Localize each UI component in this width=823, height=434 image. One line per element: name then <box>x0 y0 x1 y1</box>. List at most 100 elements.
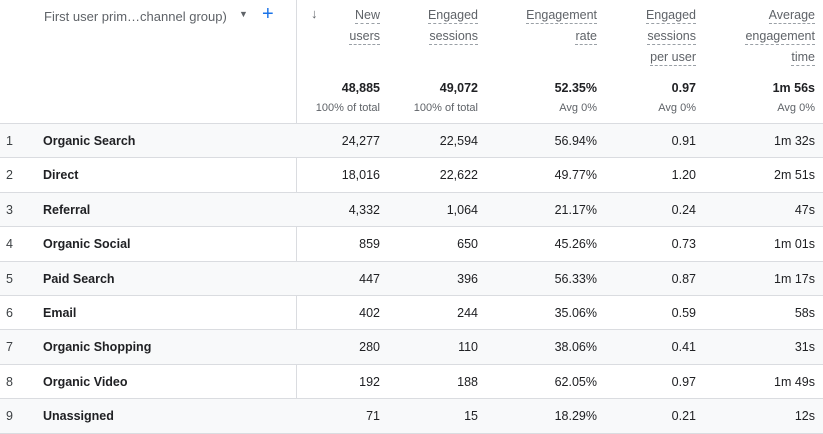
channel-name: Organic Search <box>43 134 136 148</box>
cell-value: 0.97 <box>671 374 696 389</box>
cell-value: 1m 49s <box>774 374 815 389</box>
cell-value: 0.24 <box>671 202 696 217</box>
column-header-line: time <box>791 50 815 66</box>
cell-value: 15 <box>464 409 478 424</box>
cell-value: 650 <box>457 237 478 252</box>
column-total: 48,885 <box>341 81 380 95</box>
column-header[interactable]: Average engagement time <box>745 6 815 69</box>
row-index: 5 <box>6 271 13 286</box>
cell-value: 2m 51s <box>774 168 815 183</box>
column-total: 1m 56s <box>772 81 815 95</box>
row-index: 3 <box>6 202 13 217</box>
cell-value: 110 <box>458 340 478 355</box>
cell-value: 45.26% <box>554 237 597 252</box>
column-header-line: users <box>349 29 380 45</box>
cell-value: 31s <box>794 340 815 355</box>
cell-value: 21.17% <box>554 202 597 217</box>
cell-value: 12s <box>794 409 815 424</box>
channel-name: Organic Video <box>43 374 128 389</box>
column-header-line: rate <box>575 29 597 45</box>
channel-name: Referral <box>43 202 91 217</box>
table-header: First user prim…channel group) ▼ + ↓ New… <box>0 0 823 124</box>
column-header-line: New <box>354 8 380 24</box>
column-total-subtext: Avg 0% <box>559 102 597 114</box>
cell-value: 47s <box>794 202 815 217</box>
table-row[interactable]: 5 Paid Search 447 396 56.33% 0.87 1m 17s <box>0 261 823 296</box>
cell-value: 1m 32s <box>774 134 815 148</box>
channel-name: Organic Shopping <box>43 340 152 355</box>
cell-value: 280 <box>359 340 380 355</box>
cell-value: 0.59 <box>671 306 696 320</box>
cell-value: 402 <box>359 306 380 320</box>
column-header-line: Average <box>768 8 815 24</box>
cell-value: 38.06% <box>554 340 597 355</box>
column-header-line: sessions <box>429 29 478 45</box>
column-total-subtext: 100% of total <box>315 102 380 114</box>
cell-value: 447 <box>359 271 380 286</box>
column-header[interactable]: Engagement rate <box>526 6 597 48</box>
row-index: 9 <box>6 409 13 424</box>
column-total-subtext: 100% of total <box>413 102 478 114</box>
column-header-line: Engagement <box>526 8 597 24</box>
column-header-line: Engaged <box>427 8 478 24</box>
row-index: 2 <box>6 168 13 183</box>
cell-value: 24,277 <box>341 134 380 148</box>
channel-name: Direct <box>43 168 79 183</box>
column-header-line: engagement <box>745 29 815 45</box>
cell-value: 396 <box>457 271 478 286</box>
column-total: 52.35% <box>554 81 597 95</box>
cell-value: 0.21 <box>671 409 696 424</box>
column-total-subtext: Avg 0% <box>777 102 815 114</box>
channel-name: Organic Social <box>43 237 131 252</box>
cell-value: 0.73 <box>671 237 696 252</box>
column-total: 49,072 <box>439 81 478 95</box>
column-header[interactable]: Engaged sessions per user <box>645 6 696 69</box>
column-header[interactable]: New users <box>349 6 380 48</box>
cell-value: 22,622 <box>439 168 478 183</box>
cell-value: 0.91 <box>671 134 696 148</box>
row-index: 7 <box>6 340 13 355</box>
table-row[interactable]: 1 Organic Search 24,277 22,594 56.94% 0.91 1m … <box>0 124 823 159</box>
column-total-subtext: Avg 0% <box>658 102 696 114</box>
cell-value: 18,016 <box>341 168 380 183</box>
cell-value: 244 <box>457 306 478 320</box>
row-index: 4 <box>6 237 13 252</box>
cell-value: 49.77% <box>554 168 597 183</box>
table-row[interactable]: 8 Organic Video 192 188 62.05% 0.97 1m 49s <box>0 365 823 400</box>
channel-name: Paid Search <box>43 271 115 286</box>
row-index: 1 <box>6 134 13 148</box>
table-row[interactable]: 7 Organic Shopping 280 110 38.06% 0.41 31s <box>0 330 823 365</box>
cell-value: 18.29% <box>554 409 597 424</box>
cell-value: 35.06% <box>554 306 597 320</box>
cell-value: 58s <box>794 306 815 320</box>
column-header[interactable]: Engaged sessions <box>427 6 478 48</box>
table-row[interactable]: 6 Email 402 244 35.06% 0.59 58s <box>0 296 823 331</box>
cell-value: 1m 01s <box>774 237 815 252</box>
cell-value: 71 <box>366 409 380 424</box>
row-index: 8 <box>6 374 13 389</box>
cell-value: 62.05% <box>554 374 597 389</box>
cell-value: 22,594 <box>439 134 478 148</box>
cell-value: 192 <box>359 374 380 389</box>
cell-value: 188 <box>457 374 478 389</box>
cell-value: 1,064 <box>446 202 478 217</box>
cell-value: 1m 17s <box>774 271 815 286</box>
add-dimension-icon[interactable]: + <box>262 3 274 25</box>
table-row[interactable]: 3 Referral 4,332 1,064 21.17% 0.24 47s <box>0 192 823 228</box>
cell-value: 1.20 <box>671 168 696 183</box>
column-total: 0.97 <box>671 81 696 95</box>
cell-value: 56.94% <box>554 134 597 148</box>
channel-name: Unassigned <box>43 409 114 424</box>
dimension-selector[interactable]: First user prim…channel group) <box>44 9 227 24</box>
table-row[interactable]: 2 Direct 18,016 22,622 49.77% 1.20 2m 51s <box>0 158 823 193</box>
caret-down-icon[interactable]: ▼ <box>239 9 248 19</box>
table-row[interactable]: 9 Unassigned 71 15 18.29% 0.21 12s <box>0 399 823 434</box>
cell-value: 4,332 <box>348 202 380 217</box>
column-header-line: sessions <box>647 29 696 45</box>
column-header-line: per user <box>650 50 696 66</box>
cell-value: 0.41 <box>671 340 696 355</box>
sort-arrow-down-icon[interactable]: ↓ <box>311 6 318 21</box>
cell-value: 859 <box>359 237 380 252</box>
cell-value: 0.87 <box>671 271 696 286</box>
table-row[interactable]: 4 Organic Social 859 650 45.26% 0.73 1m 01s <box>0 227 823 262</box>
